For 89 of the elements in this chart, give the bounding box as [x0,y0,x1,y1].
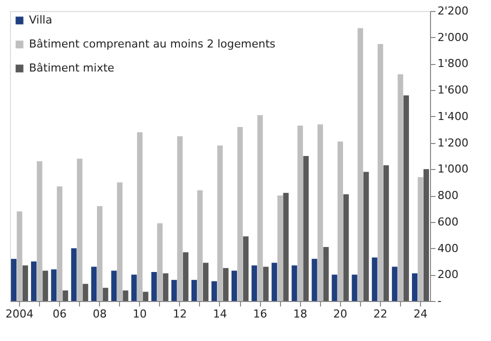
x-tick-label: 08 [92,308,107,320]
bar [102,288,108,301]
bar [418,177,424,301]
bar [272,262,278,301]
bar [177,136,183,301]
bar [392,266,398,301]
y-tick-label: 2'200 [438,4,469,18]
bar [338,142,344,301]
bar [323,246,329,301]
x-tick-label: 18 [293,308,308,320]
legend-label: Villa [29,14,52,26]
bar [398,74,404,301]
bar [76,158,82,301]
legend-label: Bâtiment comprenant au moins 2 logements [29,38,276,50]
x-tick-label: 20 [333,308,348,320]
bar [16,211,22,301]
bar [252,265,258,301]
bar [343,194,349,301]
bar [137,132,143,301]
x-tick-label: 2004 [6,308,34,320]
bar [62,290,68,301]
bar [424,169,430,301]
bar [358,28,364,301]
bar [211,281,217,301]
bar [91,266,97,301]
bar [157,223,163,301]
bar [56,186,62,301]
bar [131,274,137,301]
bar [303,156,309,301]
y-tick-label: 1'600 [438,84,469,97]
x-tick-label: 14 [213,308,227,320]
x-tick-label: 22 [373,308,388,320]
bar [237,127,243,301]
bar [372,258,378,301]
bar [42,270,48,301]
bar [117,182,123,301]
bar [378,44,384,301]
bar [182,252,188,301]
x-tick-label: 06 [52,308,67,320]
bar [122,290,128,301]
y-tick-label: 600 [438,215,458,228]
x-tick-label: 12 [172,308,187,320]
bar [82,284,88,301]
bar [202,262,208,301]
bar [96,206,102,301]
bar [217,145,223,301]
bar [383,165,389,301]
y-tick-label: 800 [438,189,458,202]
bar [171,280,177,301]
bar [36,161,42,301]
bar [10,258,16,301]
y-tick-label: 400 [438,242,458,255]
x-tick-label: 10 [132,308,147,320]
bar [297,126,303,301]
bar [151,272,157,301]
bar [232,270,238,301]
bar [332,274,338,301]
bar [51,269,57,301]
y-tick-label: - [438,294,442,308]
bar [257,115,263,301]
bar [142,292,148,301]
bar [412,273,418,301]
y-tick-label: 200 [438,268,458,282]
bar [292,265,298,301]
x-tick-label: 16 [253,308,268,320]
bar [111,270,117,301]
bar [317,124,323,301]
y-tick-label: 1'000 [438,162,469,176]
bar [191,280,197,301]
bar [352,274,358,301]
bar [223,268,229,301]
bar [22,265,28,301]
y-tick-label: 1'800 [438,57,469,70]
bar [277,196,283,301]
legend-label: Bâtiment mixte [29,62,115,74]
bar [31,261,37,301]
bar [283,192,289,301]
bar [71,248,77,301]
y-tick-label: 1'400 [438,110,469,123]
y-tick-label: 1'200 [438,136,469,150]
y-tick-label: 2'000 [438,30,469,44]
bar [197,190,203,301]
x-tick-label: 24 [413,308,428,320]
bar [243,236,249,301]
bar [162,273,168,301]
bar [312,258,318,301]
bar [403,95,409,301]
bar [263,266,269,301]
bar [363,172,369,301]
